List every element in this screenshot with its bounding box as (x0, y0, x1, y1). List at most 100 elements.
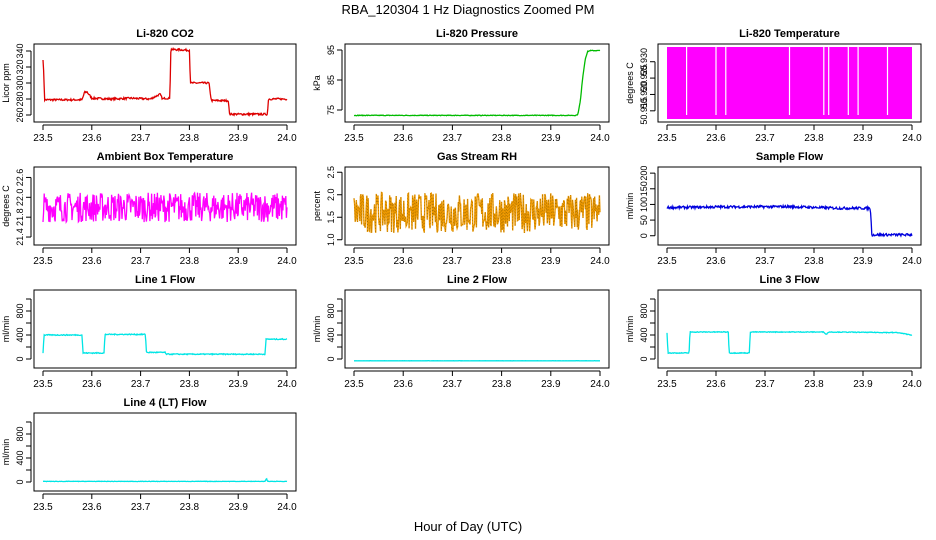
y-axis-label: ml/min (1, 316, 11, 343)
y-tick-label: 0 (639, 233, 649, 238)
x-tick-label: 24.0 (277, 256, 297, 267)
x-tick-label: 24.0 (590, 256, 610, 267)
series-line-co2 (42, 46, 288, 117)
x-tick-label: 23.8 (492, 256, 512, 267)
panel-grid: Li-820 CO2 Licor ppm 23.5 23.6 23.7 23.8 23.9 2… (1, 28, 922, 513)
y-tick-label: 280 (15, 91, 25, 106)
panel-title: Sample Flow (756, 151, 824, 163)
series-line-sample (666, 203, 913, 238)
y-tick-label: 0 (15, 479, 25, 484)
x-tick-label: 24.0 (277, 379, 297, 390)
panel-title: Ambient Box Temperature (97, 151, 234, 163)
x-tick-label: 23.8 (492, 379, 512, 390)
x-tick-label: 23.5 (657, 256, 677, 267)
panel-rh: Gas Stream RH percent 23.5 23.6 23.7 23.8 23.9… (312, 151, 610, 267)
x-tick-label: 23.7 (443, 256, 463, 267)
y-axis-label: ml/min (625, 193, 635, 220)
x-tick-label: 23.6 (82, 133, 102, 144)
y-axis-label: degrees C (625, 62, 635, 104)
y-axis-label: Licor ppm (1, 63, 11, 103)
y-axis-label: degrees C (1, 185, 11, 227)
x-tick-label: 23.7 (443, 379, 463, 390)
series-line-rh (353, 191, 601, 234)
x-tick-label: 23.8 (804, 379, 824, 390)
y-tick-label: 400 (639, 327, 649, 342)
x-tick-label: 24.0 (590, 133, 610, 144)
y-tick-label: 75 (326, 105, 336, 115)
x-tick-label: 23.9 (228, 256, 248, 267)
x-tick-label: 23.7 (131, 502, 151, 513)
x-tick-label: 24.0 (277, 133, 297, 144)
x-tick-label: 23.8 (180, 502, 200, 513)
x-tick-label: 23.9 (541, 256, 561, 267)
y-tick-label: 95 (326, 45, 336, 55)
x-tick-label: 24.0 (902, 133, 922, 144)
x-tick-label: 23.6 (393, 133, 413, 144)
x-tick-label: 23.5 (344, 133, 364, 144)
plot-frame (33, 289, 297, 369)
x-tick-label: 23.5 (657, 379, 677, 390)
x-tick-label: 23.5 (33, 502, 53, 513)
panel-pressure: Li-820 Pressure kPa 23.5 23.6 23.7 23.8 23.9 24… (312, 28, 610, 144)
y-tick-label: 50 (639, 215, 649, 225)
x-tick-label: 23.6 (82, 379, 102, 390)
y-tick-label: 85 (326, 75, 336, 85)
x-tick-label: 23.9 (853, 379, 873, 390)
panel-co2: Li-820 CO2 Licor ppm 23.5 23.6 23.7 23.8 23.9 2… (1, 28, 297, 144)
x-tick-label: 23.6 (706, 256, 726, 267)
x-axis-title: Hour of Day (UTC) (414, 519, 522, 534)
panel-title: Li-820 Temperature (739, 28, 840, 40)
x-tick-label: 23.7 (443, 133, 463, 144)
plot-frame (344, 43, 610, 123)
y-tick-label: 22.0 (15, 189, 25, 207)
x-tick-label: 23.8 (180, 133, 200, 144)
y-tick-label: 800 (15, 303, 25, 318)
x-tick-label: 23.5 (344, 256, 364, 267)
y-tick-label: 0 (15, 356, 25, 361)
y-axis-label: percent (312, 190, 322, 221)
x-tick-label: 23.8 (804, 133, 824, 144)
x-tick-label: 23.7 (131, 379, 151, 390)
x-tick-label: 23.9 (228, 502, 248, 513)
figure-title: RBA_120304 1 Hz Diagnostics Zoomed PM (342, 2, 595, 17)
x-tick-label: 23.9 (228, 379, 248, 390)
x-tick-label: 23.6 (82, 256, 102, 267)
y-tick-label: 21.4 (15, 228, 25, 246)
x-tick-label: 24.0 (590, 379, 610, 390)
x-tick-label: 23.5 (33, 379, 53, 390)
y-axis-label: ml/min (625, 316, 635, 343)
panel-ambient: Ambient Box Temperature degrees C 23.5 23.6… (1, 151, 297, 267)
plot-frame (33, 166, 297, 246)
panel-title: Line 3 Flow (760, 274, 820, 286)
y-tick-label: 22.6 (15, 169, 25, 187)
plot-frame (344, 166, 610, 246)
panel-title: Li-820 Pressure (436, 28, 518, 40)
plot-frame (344, 289, 610, 369)
y-tick-label: 400 (15, 327, 25, 342)
x-tick-label: 23.7 (755, 379, 775, 390)
x-tick-label: 23.6 (706, 379, 726, 390)
y-tick-label: 800 (15, 426, 25, 441)
x-tick-label: 23.8 (804, 256, 824, 267)
series-line-line3 (666, 330, 913, 355)
x-tick-label: 23.6 (393, 256, 413, 267)
y-tick-label: 21.8 (15, 208, 25, 226)
y-tick-label: 320 (15, 59, 25, 74)
x-tick-label: 23.7 (755, 133, 775, 144)
plot-frame (657, 166, 922, 246)
y-tick-label: 0 (326, 356, 336, 361)
y-tick-label: 100 (639, 197, 649, 212)
y-tick-label: 400 (15, 450, 25, 465)
panel-line3: Line 3 Flow ml/min 23.5 23.6 23.7 23.8 23.9 24.… (625, 274, 922, 390)
x-tick-label: 23.7 (755, 256, 775, 267)
x-tick-label: 23.5 (657, 133, 677, 144)
x-tick-label: 23.6 (393, 379, 413, 390)
series-line-line1 (42, 332, 288, 356)
y-axis-label: ml/min (1, 439, 11, 466)
y-tick-label: 800 (326, 303, 336, 318)
x-tick-label: 23.9 (853, 133, 873, 144)
panel-line1: Line 1 Flow ml/min 23.5 23.6 23.7 23.8 23.9 24.… (1, 274, 297, 390)
x-tick-label: 24.0 (902, 379, 922, 390)
y-tick-label: 150 (639, 181, 649, 196)
panel-sample: Sample Flow ml/min 23.5 23.6 23.7 23.8 23.9 24.… (625, 151, 922, 267)
